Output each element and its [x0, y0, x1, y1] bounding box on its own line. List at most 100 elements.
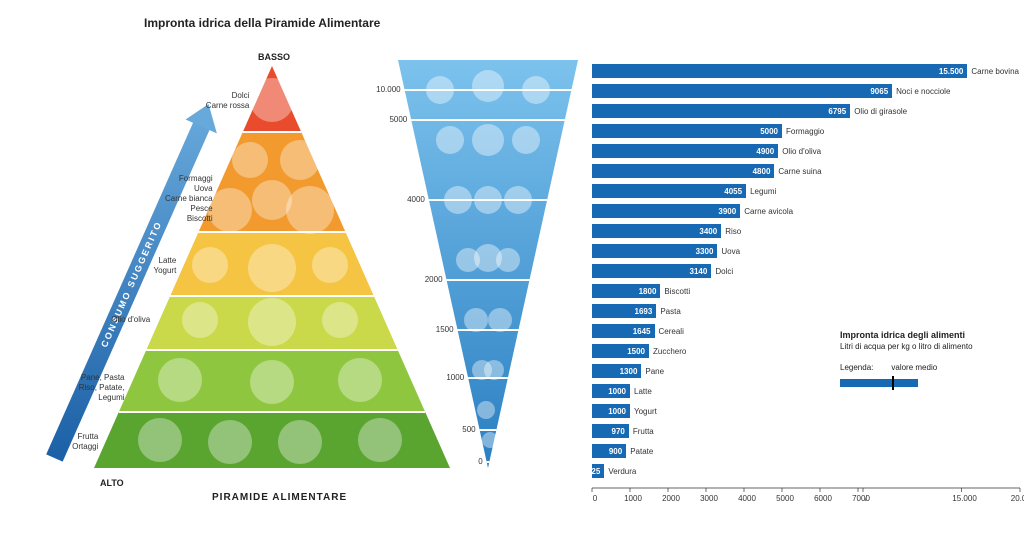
bar-row: 3300 Uova	[592, 244, 740, 258]
bar-label: Carne bovina	[971, 67, 1019, 76]
food-placeholder	[312, 247, 348, 283]
tier-label: Olio d'oliva	[68, 315, 150, 325]
bar-row: 1800Biscotti	[592, 284, 690, 298]
water-scale-label: 10.000	[363, 85, 401, 94]
bar-row: 1693 Pasta	[592, 304, 681, 318]
bar-label: Carne avicola	[744, 207, 793, 216]
food-placeholder	[522, 76, 550, 104]
water-scale-label: 1000	[426, 373, 464, 382]
food-pyramid	[0, 0, 1024, 552]
tier-label: FruttaOrtaggi	[16, 432, 98, 452]
bar-rect: 3400	[592, 224, 721, 238]
bar-row: 5000 Formaggio	[592, 124, 824, 138]
legend-box: Impronta idrica degli alimenti Litri di …	[840, 330, 1012, 390]
water-scale-label: 5000	[369, 115, 407, 124]
bar-rect: 1693	[592, 304, 656, 318]
bar-row: 3400 Riso	[592, 224, 741, 238]
food-placeholder	[208, 188, 252, 232]
food-placeholder	[248, 298, 296, 346]
bar-label: Noci e nocciole	[896, 87, 950, 96]
bar-rect: 1800	[592, 284, 660, 298]
food-placeholder	[278, 420, 322, 464]
bar-row: 9065 Noci e nocciole	[592, 84, 950, 98]
bar-rect: 3300	[592, 244, 717, 258]
bar-label: Olio d'oliva	[782, 147, 821, 156]
legend-mean-tick	[892, 376, 894, 390]
bar-label: Yogurt	[634, 407, 657, 416]
bar-rect: 1500	[592, 344, 649, 358]
pyramid-top-word: BASSO	[258, 52, 290, 62]
tier-label: LatteYogurt	[94, 256, 176, 276]
water-scale-label: 500	[438, 425, 476, 434]
food-placeholder	[250, 360, 294, 404]
food-placeholder	[426, 76, 454, 104]
bar-label: Zucchero	[653, 347, 686, 356]
food-placeholder	[512, 126, 540, 154]
bar-label: Formaggio	[786, 127, 824, 136]
bar-label: Pasta	[660, 307, 680, 316]
bar-row: 3900 Carne avicola	[592, 204, 793, 218]
bar-label: Uova	[721, 247, 740, 256]
axis-tick-label: 15.000	[950, 494, 980, 503]
tier-label: Pane, PastaRiso, Patate,Legumi	[43, 373, 125, 403]
legend-mean-label: valore medio	[891, 363, 937, 372]
food-placeholder	[477, 401, 495, 419]
food-placeholder	[504, 186, 532, 214]
axis-tick-label: 1000	[618, 494, 648, 503]
bar-rect: 900	[592, 444, 626, 458]
water-scale-label: 4000	[387, 195, 425, 204]
bar-rect: 4055	[592, 184, 746, 198]
food-placeholder	[436, 126, 464, 154]
axis-tick-label: 0	[580, 494, 610, 503]
water-scale-label: 2000	[405, 275, 443, 284]
bar-label: Frutta	[633, 427, 654, 436]
bar-row: 970 Frutta	[592, 424, 654, 438]
bar-rect: 9065	[592, 84, 892, 98]
legend-title: Impronta idrica degli alimenti	[840, 330, 1012, 340]
bar-row: 4900Olio d'oliva	[592, 144, 821, 158]
bar-row: 1645Cereali	[592, 324, 684, 338]
food-placeholder	[474, 186, 502, 214]
food-placeholder	[286, 186, 334, 234]
bar-row: 4055Legumi	[592, 184, 776, 198]
water-scale-label: 0	[445, 457, 483, 466]
bar-row: 325 Verdura	[592, 464, 636, 478]
bar-rect: 3900	[592, 204, 740, 218]
bar-row: 3140Dolci	[592, 264, 733, 278]
legend-subtitle: Litri di acqua per kg o litro di aliment…	[840, 342, 1012, 351]
food-placeholder	[138, 418, 182, 462]
tier-label: FormaggiUovaCarne biancaPesceBiscotti	[131, 174, 213, 224]
food-placeholder	[232, 142, 268, 178]
tier-label: DolciCarne rossa	[167, 91, 249, 111]
bar-rect: 4800	[592, 164, 774, 178]
food-placeholder	[358, 418, 402, 462]
bar-rect: 325	[592, 464, 604, 478]
food-placeholder	[252, 180, 292, 220]
food-placeholder	[250, 78, 294, 122]
food-placeholder	[208, 420, 252, 464]
food-placeholder	[338, 358, 382, 402]
bar-rect: 970	[592, 424, 629, 438]
bar-rect: 1000	[592, 404, 630, 418]
bar-label: Cereali	[659, 327, 684, 336]
food-placeholder	[158, 358, 202, 402]
bar-label: Olio di girasole	[854, 107, 907, 116]
food-placeholder	[474, 244, 502, 272]
bar-rect: 6795	[592, 104, 850, 118]
pyramid-bottom-word: ALTO	[100, 478, 124, 488]
legend-word: Legenda:	[840, 363, 873, 372]
food-placeholder	[192, 247, 228, 283]
bar-row: 1000Latte	[592, 384, 652, 398]
bar-row: 1500 Zucchero	[592, 344, 686, 358]
bar-row: 1000 Yogurt	[592, 404, 657, 418]
bar-row: 15.500Carne bovina	[592, 64, 1019, 78]
bar-label: Verdura	[608, 467, 636, 476]
axis-tick-label: 4000	[732, 494, 762, 503]
bar-rect: 5000	[592, 124, 782, 138]
legend-sample-bar	[840, 379, 918, 387]
bar-label: Riso	[725, 227, 741, 236]
food-placeholder	[444, 186, 472, 214]
food-placeholder	[484, 360, 504, 380]
food-placeholder	[488, 308, 512, 332]
food-placeholder	[182, 302, 218, 338]
